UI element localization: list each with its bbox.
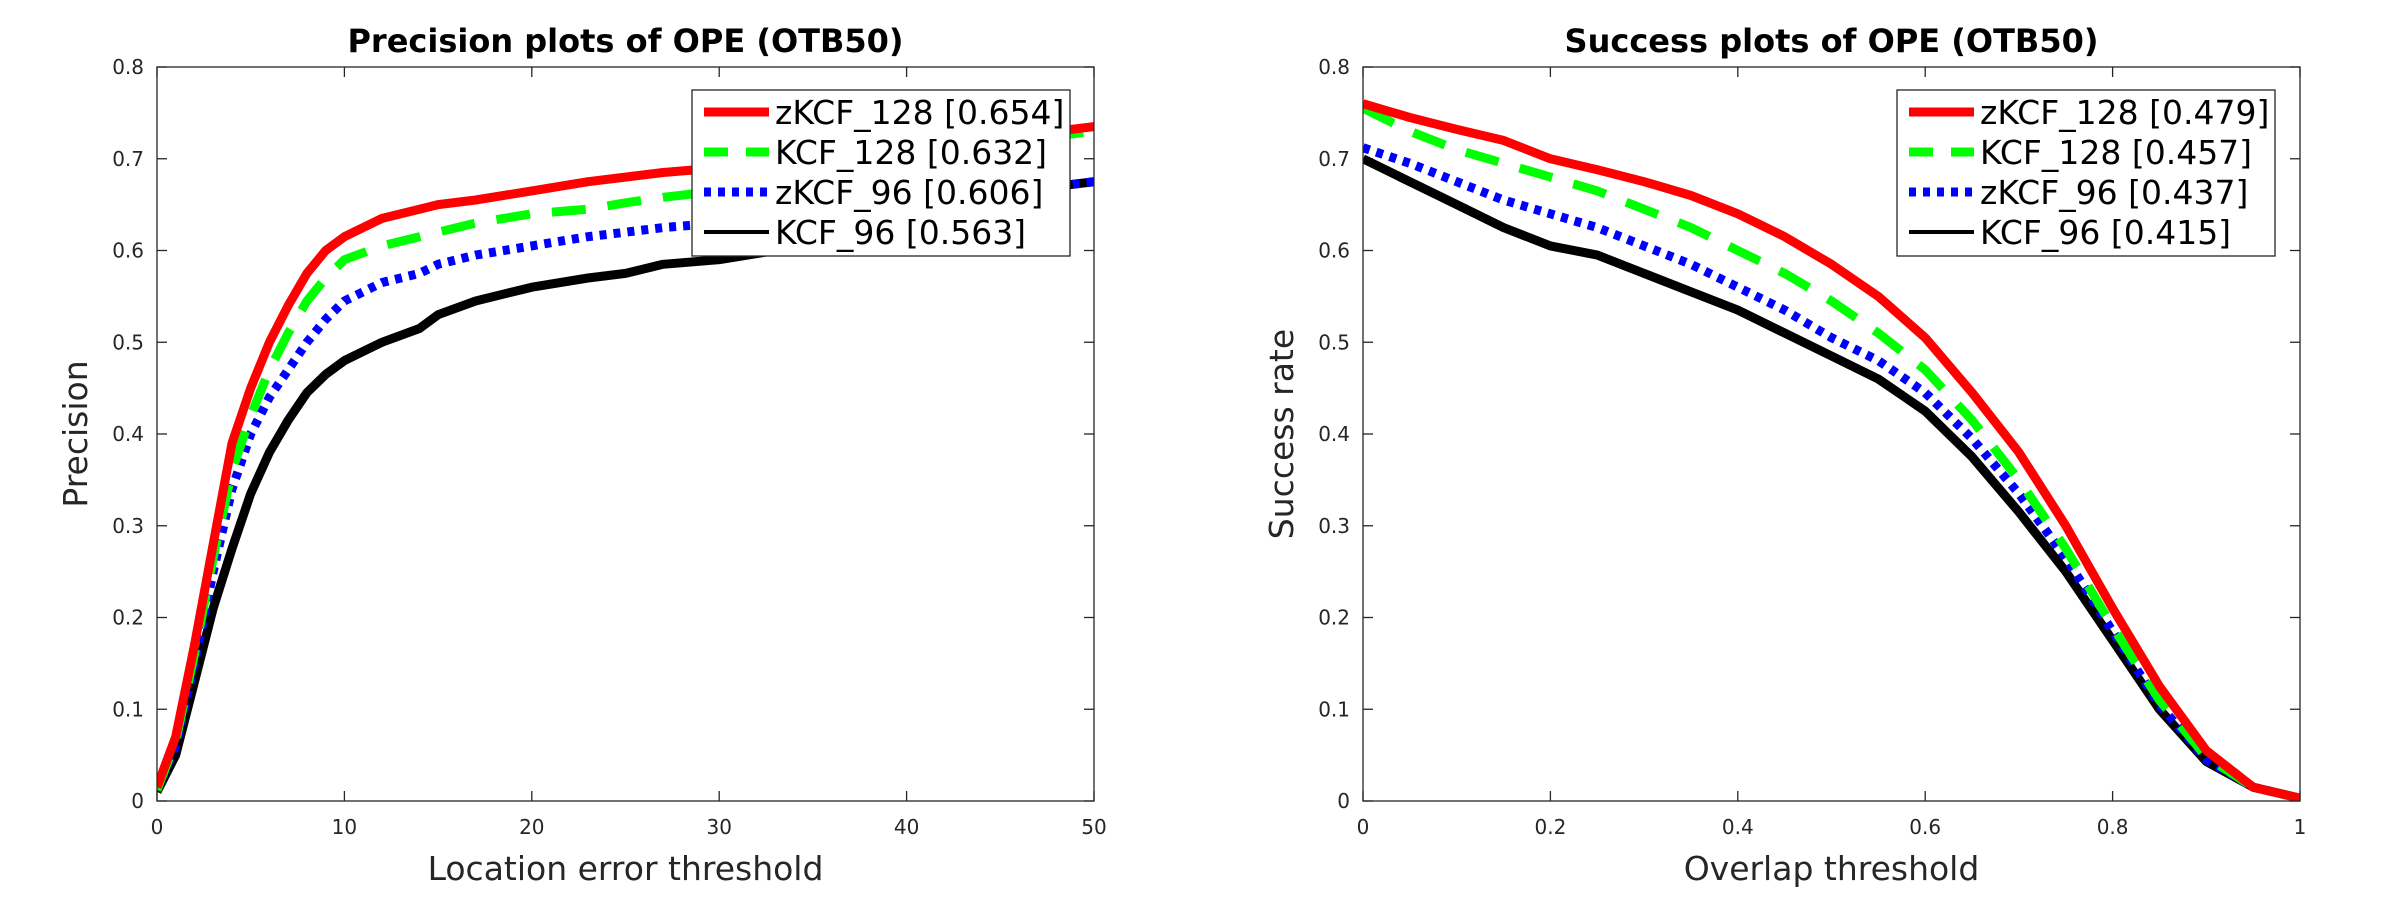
x-tick-label: 1 (2294, 815, 2307, 839)
y-axis-label: Precision (56, 360, 95, 507)
series-line (1363, 99, 2300, 801)
y-tick-label: 0.6 (112, 239, 144, 263)
x-tick-label: 0.6 (1909, 815, 1941, 839)
y-tick-label: 0.7 (112, 147, 144, 171)
legend-entry: KCF_128 [0.457] (1980, 133, 2252, 172)
y-tick-label: 0.8 (1318, 55, 1350, 79)
series-line (157, 177, 1094, 792)
y-tick-label: 0.6 (1318, 239, 1350, 263)
y-tick-label: 0.1 (1318, 697, 1350, 721)
x-tick-label: 50 (1081, 815, 1106, 839)
chart-title: Precision plots of OPE (OTB50) (347, 22, 903, 60)
y-tick-label: 0.3 (112, 514, 144, 538)
x-tick-label: 0.4 (1722, 815, 1754, 839)
y-tick-label: 0 (131, 789, 144, 813)
legend-entry: KCF_96 [0.563] (775, 213, 1026, 252)
chart-1: 0 10 20 30 40 50 0 0.1 0.2 0.3 0.4 0.5 0.6 0.7 0.8 Prec… (56, 22, 1107, 888)
y-tick-label: 0.5 (1318, 330, 1350, 354)
legend-entry: zKCF_96 [0.606] (775, 173, 1043, 212)
y-tick-label: 0.3 (1318, 514, 1350, 538)
x-tick-label: 30 (706, 815, 731, 839)
x-tick-label: 10 (332, 815, 357, 839)
legend-entry: zKCF_96 [0.437] (1980, 173, 2248, 212)
y-tick-label: 0.2 (1318, 606, 1350, 630)
series-group (1363, 99, 2300, 801)
legend-box (1896, 89, 2276, 257)
chart-2: 0 0.2 0.4 0.6 0.8 1 0 0.1 0.2 0.3 0.4 0.5 0.6 0.7 0.8 S… (1262, 22, 2306, 888)
x-axis-label: Overlap threshold (1684, 849, 1980, 888)
y-tick-label: 0.5 (112, 330, 144, 354)
y-tick-label: 0.7 (1318, 147, 1350, 171)
x-tick-label: 0 (1357, 815, 1370, 839)
legend: zKCF_128 [0.479]KCF_128 [0.457]zKCF_96 [… (1896, 89, 2276, 257)
legend-entry: zKCF_128 [0.654] (775, 93, 1064, 132)
y-tick-label: 0.4 (112, 422, 144, 446)
x-tick-label: 20 (519, 815, 544, 839)
y-tick-label: 0.2 (112, 606, 144, 630)
legend-entry: KCF_96 [0.415] (1980, 213, 2231, 252)
series-line (1363, 143, 2300, 801)
y-tick-label: 0.1 (112, 697, 144, 721)
y-axis-label: Success rate (1262, 329, 1301, 539)
axes-frame (156, 66, 1095, 802)
y-tick-label: 0.8 (112, 55, 144, 79)
legend-entry: KCF_128 [0.632] (775, 133, 1047, 172)
legend-entry: zKCF_128 [0.479] (1980, 93, 2269, 132)
x-axis-label: Location error threshold (428, 849, 824, 888)
x-tick-label: 0 (151, 815, 164, 839)
y-tick-label: 0.4 (1318, 422, 1350, 446)
y-tick-label: 0 (1337, 789, 1350, 813)
x-tick-label: 40 (894, 815, 919, 839)
series-line (1363, 104, 2300, 801)
chart-title: Success plots of OPE (OTB50) (1565, 22, 2099, 60)
x-tick-label: 0.2 (1534, 815, 1566, 839)
legend-box (691, 89, 1071, 257)
legend: zKCF_128 [0.654]KCF_128 [0.632]zKCF_96 [… (691, 89, 1071, 257)
x-tick-label: 0.8 (2097, 815, 2129, 839)
axes-frame (1362, 66, 2301, 802)
